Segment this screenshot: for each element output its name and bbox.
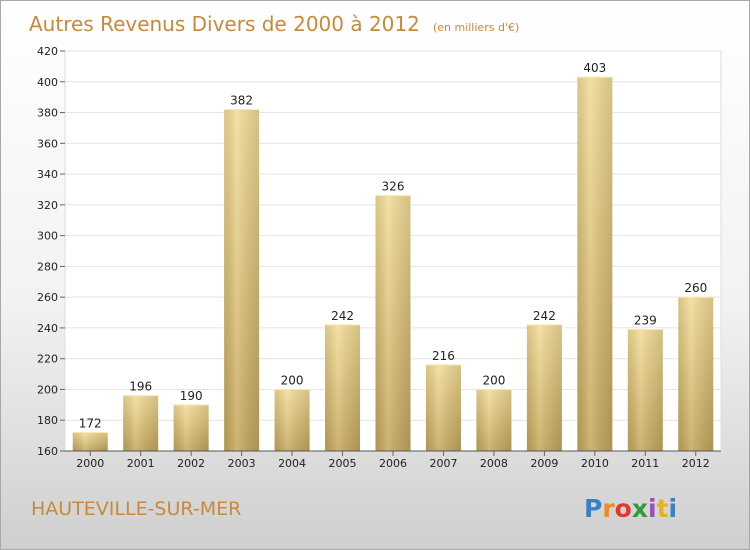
x-tick-label: 2010 [581,457,609,470]
logo-letter-p: P [584,494,602,523]
value-label: 260 [684,281,707,295]
x-axis: 2000 2001 2002 2003 2004 2005 2006 2007 2008 2009… [76,451,710,470]
y-tick-label: 380 [37,107,58,120]
y-tick-label: 420 [37,45,58,58]
y-tick-label: 400 [37,76,58,89]
y-tick-label: 300 [37,230,58,243]
bar-shading [123,395,159,451]
y-tick-label: 260 [37,291,58,304]
y-tick-label: 320 [37,199,58,212]
value-label: 172 [79,417,102,431]
value-label: 216 [432,349,455,363]
bar-shading [577,77,613,452]
value-label: 200 [281,373,304,387]
x-tick-label: 2000 [76,457,104,470]
y-tick-label: 220 [37,353,58,366]
value-label: 326 [382,180,405,194]
x-tick-label: 2009 [530,457,558,470]
value-label: 242 [331,309,354,323]
x-tick-label: 2001 [127,457,155,470]
y-axis: 160 180 200 220 240 260 280 300 320 340 360 380 400 4… [37,45,65,458]
y-tick-label: 360 [37,137,58,150]
y-tick-label: 240 [37,322,58,335]
bar-shading [173,404,209,451]
logo-letter-i: i [648,494,657,523]
location-name: HAUTEVILLE-SUR-MER [31,498,241,520]
y-tick-label: 280 [37,260,58,273]
value-label: 382 [230,93,253,107]
proxiti-logo[interactable]: Proxiti [584,494,677,523]
chart-subtitle: (en milliers d'€) [433,21,519,34]
value-label: 196 [129,380,152,394]
value-label: 190 [180,389,203,403]
value-label: 200 [482,373,505,387]
chart-title: Autres Revenus Divers de 2000 à 2012 [29,12,420,36]
value-label: 403 [583,61,606,75]
logo-letter-o: o [615,494,632,523]
x-tick-label: 2006 [379,457,407,470]
x-tick-label: 2004 [278,457,306,470]
chart-title-line: Autres Revenus Divers de 2000 à 2012 (en… [29,12,519,36]
bar-shading [274,389,310,451]
value-label: 242 [533,309,556,323]
value-label: 239 [634,313,657,327]
logo-letter-x: x [632,494,648,523]
bar-shading [425,364,461,451]
x-tick-label: 2012 [682,457,710,470]
logo-letter-r: r [602,494,615,523]
bar-shading [72,432,108,451]
y-tick-label: 200 [37,383,58,396]
x-tick-label: 2005 [329,457,357,470]
x-tick-label: 2002 [177,457,205,470]
y-tick-label: 180 [37,414,58,427]
bar-shading [325,324,361,451]
x-tick-label: 2008 [480,457,508,470]
bar-shading [526,324,562,451]
x-tick-label: 2003 [228,457,256,470]
x-tick-label: 2011 [631,457,659,470]
logo-letter-t: t [657,494,669,523]
value-labels: 172 196 190 382 200 242 326 216 200 242 403 239 260 [79,61,707,430]
bars [72,76,714,452]
bar-shading [627,329,663,451]
bar-shading [678,297,714,451]
logo-letter-i2: i [669,494,678,523]
y-tick-label: 340 [37,168,58,181]
x-tick-label: 2007 [429,457,457,470]
y-tick-label: 160 [37,445,58,458]
bar-shading [476,389,512,451]
bar-shading [224,109,260,451]
bar-shading [375,195,411,451]
